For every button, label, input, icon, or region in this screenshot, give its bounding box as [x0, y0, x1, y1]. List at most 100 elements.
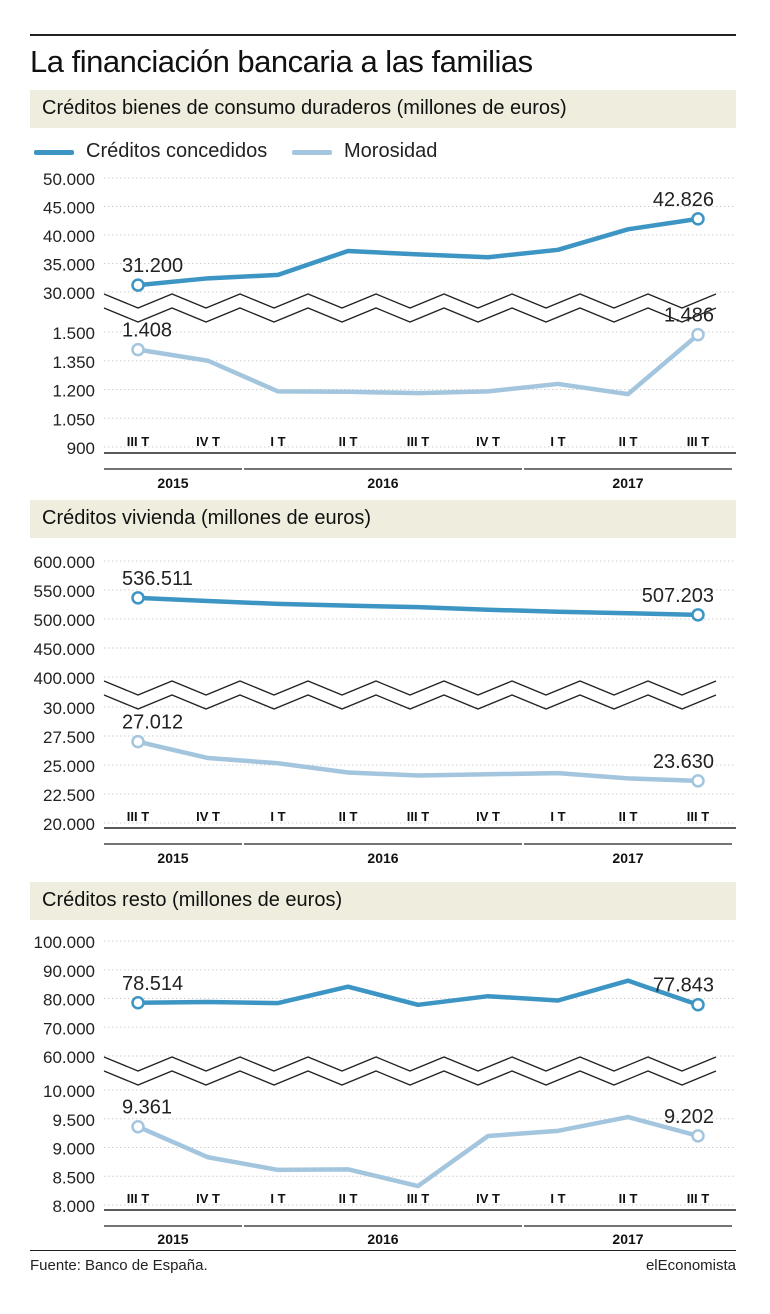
x-tick-label: III T [407, 809, 429, 824]
year-label: 2015 [157, 475, 188, 491]
data-label: 1.486 [664, 305, 714, 327]
y-tick-label: 20.000 [43, 815, 95, 834]
x-tick-label: II T [339, 809, 358, 824]
section-title-consumo: Créditos bienes de consumo duraderos (mi… [42, 97, 567, 119]
x-tick-label: II T [619, 1191, 638, 1206]
y-tick-label: 50.000 [43, 170, 95, 189]
x-tick-label: I T [270, 434, 285, 449]
chart-vivienda: 600.000 550.000 500.000 450.000 400.000 536.5… [0, 545, 770, 875]
data-point-marker [131, 996, 145, 1010]
top-rule [30, 34, 736, 36]
chart-resto: 100.000 90.000 80.000 70.000 60.000 78.514 77.… [0, 926, 770, 1250]
x-tick-label: III T [127, 1191, 149, 1206]
axis-break [103, 1056, 717, 1072]
series-line [135, 595, 701, 618]
data-point-marker [131, 278, 145, 292]
section-header-consumo: Créditos bienes de consumo duraderos (mi… [30, 90, 736, 128]
y-tick-label: 400.000 [34, 669, 95, 688]
section-title-vivienda: Créditos vivienda (millones de euros) [42, 507, 372, 529]
data-label: 23.630 [653, 751, 714, 773]
y-tick-label: 500.000 [34, 611, 95, 630]
y-tick-label: 900 [67, 439, 95, 458]
series-line [135, 216, 701, 288]
data-point-marker [131, 342, 145, 357]
data-label: 9.361 [122, 1097, 172, 1119]
year-label: 2016 [367, 1231, 398, 1247]
x-tick-label: II T [339, 1191, 358, 1206]
legend-swatch-morosidad [292, 150, 332, 155]
data-point-marker [691, 997, 705, 1012]
series-line [135, 332, 701, 397]
x-tick-label: IV T [476, 1191, 500, 1206]
x-tick-label: III T [407, 434, 429, 449]
data-label: 9.202 [664, 1106, 714, 1128]
x-tick-label: IV T [476, 434, 500, 449]
data-point-marker [131, 591, 145, 605]
data-point-marker [691, 774, 705, 788]
y-tick-label: 8.000 [52, 1197, 95, 1216]
y-tick-label: 600.000 [34, 553, 95, 572]
chart-vivienda-svg: 600.000 550.000 500.000 450.000 400.000 536.5… [34, 553, 736, 866]
page-title: La financiación bancaria a las familias [30, 44, 533, 79]
y-tick-label: 8.500 [52, 1168, 95, 1187]
x-tick-label: III T [687, 434, 709, 449]
data-label: 31.200 [122, 255, 183, 277]
y-tick-label: 60.000 [43, 1048, 95, 1067]
year-label: 2017 [612, 1231, 643, 1247]
y-tick-label: 10.000 [43, 1082, 95, 1101]
year-label: 2017 [612, 475, 643, 491]
y-tick-label: 45.000 [43, 199, 95, 218]
y-tick-label: 1.050 [52, 410, 95, 429]
legend: Créditos concedidos Morosidad [30, 140, 736, 166]
y-tick-label: 9.000 [52, 1140, 95, 1159]
chart-consumo-svg: 50.000 45.000 40.000 35.000 30.000 31.200 42.8… [43, 170, 736, 491]
section-header-resto: Créditos resto (millones de euros) [30, 882, 736, 920]
axis-break [103, 293, 717, 309]
axis-break [103, 694, 717, 710]
data-point-marker [691, 1129, 705, 1143]
data-label: 536.511 [122, 568, 193, 590]
axis-break [103, 1070, 717, 1086]
legend-swatch-creditos [34, 150, 74, 155]
x-tick-label: III T [407, 1191, 429, 1206]
y-tick-label: 35.000 [43, 256, 95, 275]
brand-logo: elEconomista [645, 1257, 736, 1274]
series-line [135, 978, 701, 1008]
x-tick-label: III T [687, 1191, 709, 1206]
x-tick-label: IV T [196, 434, 220, 449]
chart-consumo: 50.000 45.000 40.000 35.000 30.000 31.200 42.8… [0, 166, 770, 496]
x-tick-label: III T [687, 809, 709, 824]
series-line [135, 1114, 701, 1189]
section-title-resto: Créditos resto (millones de euros) [42, 889, 343, 911]
x-tick-label: I T [270, 1191, 285, 1206]
x-tick-label: III T [127, 809, 149, 824]
x-tick-label: I T [550, 434, 565, 449]
x-tick-label: II T [339, 434, 358, 449]
y-tick-label: 1.350 [52, 353, 95, 372]
year-label: 2017 [612, 850, 643, 866]
data-label: 1.408 [122, 320, 172, 342]
legend-label-morosidad: Morosidad [344, 140, 438, 162]
y-tick-label: 30.000 [43, 699, 95, 718]
axis-break [103, 680, 717, 696]
y-tick-label: 80.000 [43, 991, 95, 1010]
data-point-marker [131, 1119, 145, 1134]
data-point-marker [691, 608, 705, 622]
x-tick-label: II T [619, 434, 638, 449]
x-tick-label: IV T [196, 809, 220, 824]
x-tick-label: I T [270, 809, 285, 824]
y-tick-label: 550.000 [34, 582, 95, 601]
y-tick-label: 1.200 [52, 382, 95, 401]
year-label: 2015 [157, 1231, 188, 1247]
series-line [135, 739, 701, 784]
y-tick-label: 450.000 [34, 640, 95, 659]
data-label: 507.203 [642, 585, 714, 607]
section-header-vivienda: Créditos vivienda (millones de euros) [30, 500, 736, 538]
data-label: 78.514 [122, 973, 183, 995]
y-tick-label: 9.500 [52, 1111, 95, 1130]
y-tick-label: 1.500 [52, 324, 95, 343]
year-label: 2015 [157, 850, 188, 866]
y-tick-label: 22.500 [43, 786, 95, 805]
y-tick-label: 70.000 [43, 1019, 95, 1038]
data-label: 77.843 [653, 975, 714, 997]
